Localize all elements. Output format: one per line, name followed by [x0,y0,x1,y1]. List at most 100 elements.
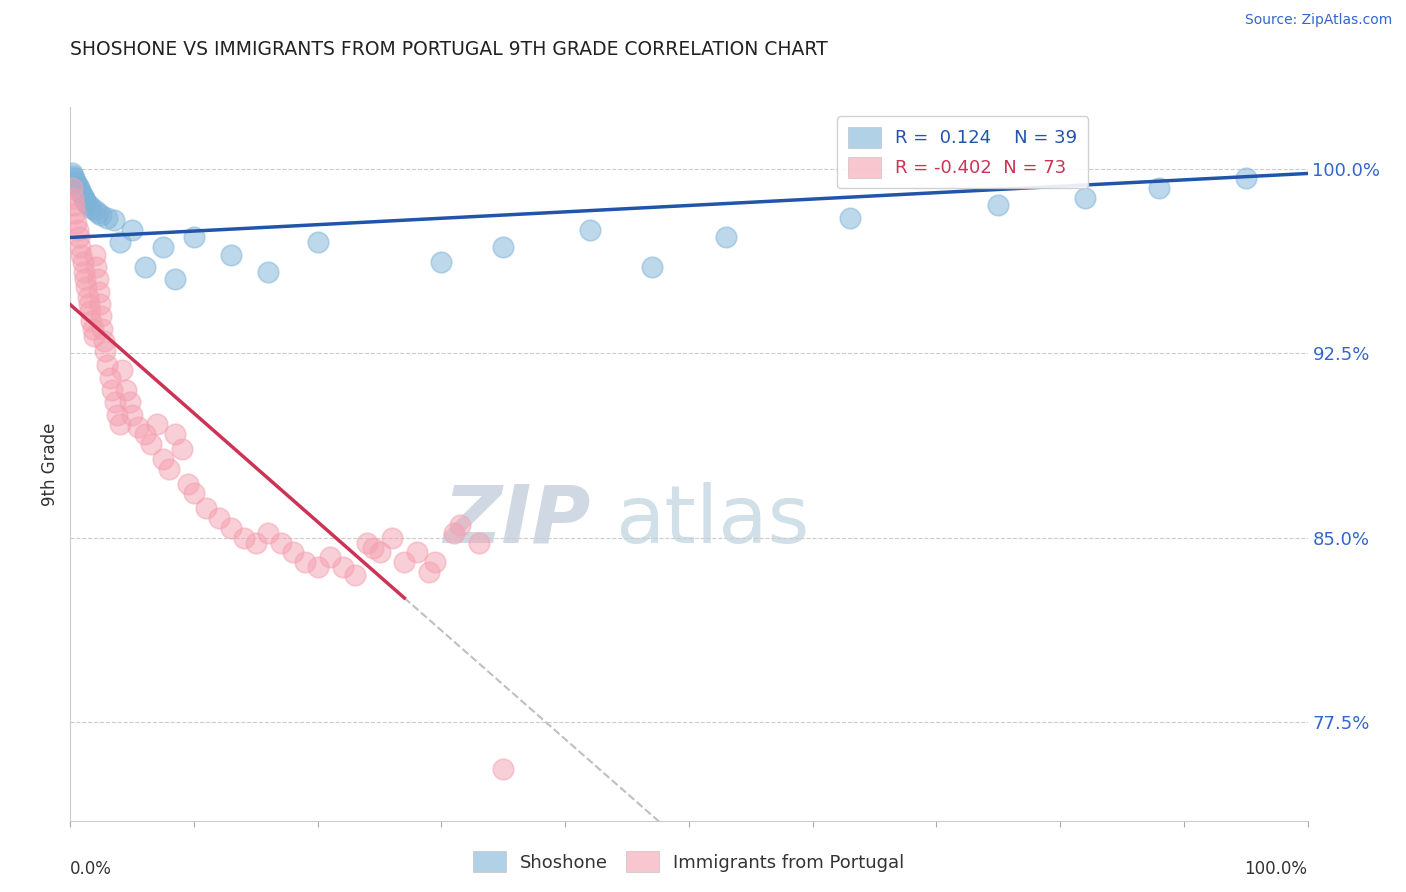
Point [60,181,83,195]
Point [84,248,107,262]
Point [73,191,96,205]
Point [69,240,91,254]
Point [183,486,205,500]
Point [118,395,141,409]
Point [80,314,103,328]
Point [70,248,93,262]
Point [343,567,366,582]
Point [257,265,280,279]
Point [219,521,242,535]
Point [838,211,860,225]
Point [83,329,105,343]
Point [91,321,114,335]
Point [368,545,391,559]
Point [111,363,134,377]
Legend: Shoshone, Immigrants from Portugal: Shoshone, Immigrants from Portugal [467,844,911,880]
Point [232,531,254,545]
Point [257,525,280,540]
Point [96,211,118,225]
Point [270,535,292,549]
Point [76,289,98,303]
Point [65,206,87,220]
Point [443,525,465,540]
Point [75,196,97,211]
Point [87,285,110,299]
Point [714,230,737,244]
Point [63,171,86,186]
Point [152,451,174,466]
Point [134,260,156,274]
Point [307,235,329,250]
Point [62,191,84,205]
Point [103,213,125,227]
Point [430,255,453,269]
Point [66,178,89,193]
Point [165,427,187,442]
Point [579,223,602,237]
Point [77,297,100,311]
Point [467,535,489,549]
Point [75,194,97,208]
Point [177,476,200,491]
Text: ZIP: ZIP [443,482,591,560]
Point [80,201,103,215]
Point [108,235,131,250]
Point [418,565,440,579]
Point [281,545,304,559]
Text: SHOSHONE VS IMMIGRANTS FROM PORTUGAL 9TH GRADE CORRELATION CHART: SHOSHONE VS IMMIGRANTS FROM PORTUGAL 9TH… [70,40,828,59]
Point [121,408,143,422]
Point [90,309,112,323]
Point [84,203,107,218]
Point [319,550,342,565]
Point [152,240,174,254]
Point [105,408,128,422]
Point [146,417,169,432]
Point [356,535,378,549]
Y-axis label: 9th Grade: 9th Grade [41,422,59,506]
Point [183,230,205,244]
Point [75,279,97,293]
Point [73,265,96,279]
Point [63,198,86,212]
Point [62,169,84,183]
Point [82,321,104,335]
Point [195,501,218,516]
Point [65,177,87,191]
Point [93,334,115,348]
Point [86,206,108,220]
Point [245,535,267,549]
Point [1147,181,1170,195]
Point [65,174,87,188]
Point [425,555,447,569]
Point [157,462,180,476]
Point [492,240,515,254]
Point [219,248,242,262]
Point [65,216,87,230]
Point [66,223,89,237]
Point [72,188,94,202]
Point [1074,191,1097,205]
Point [90,208,112,222]
Text: atlas: atlas [614,482,808,560]
Point [96,359,118,373]
Point [84,260,107,274]
Point [94,343,117,358]
Point [86,272,108,286]
Point [67,181,90,195]
Text: Source: ZipAtlas.com: Source: ZipAtlas.com [1244,13,1392,28]
Point [101,383,124,397]
Point [987,198,1010,212]
Point [332,560,354,574]
Point [77,198,100,212]
Point [170,442,193,456]
Point [165,272,187,286]
Text: 100.0%: 100.0% [1244,860,1308,878]
Point [127,420,149,434]
Point [60,166,83,180]
Point [139,437,162,451]
Point [108,417,131,432]
Point [381,531,404,545]
Point [75,272,97,286]
Point [294,555,316,569]
Point [69,184,91,198]
